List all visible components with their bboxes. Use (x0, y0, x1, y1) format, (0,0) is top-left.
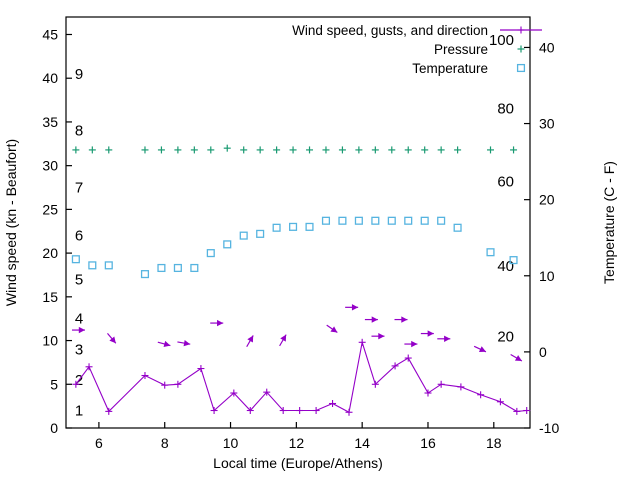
wind-direction-arrowhead (351, 304, 359, 311)
temperature-point (223, 240, 232, 249)
temperature-point (305, 222, 314, 231)
temperature-point (338, 216, 347, 225)
y-tick-label: 40 (42, 70, 58, 86)
wind-direction-arrowhead (371, 316, 378, 323)
temperature-point (71, 255, 80, 264)
fahrenheit-label: 80 (497, 100, 514, 117)
temperature-point (256, 229, 265, 238)
y2-tick-label: 0 (539, 344, 547, 360)
y2-tick-label: -10 (539, 420, 559, 436)
beaufort-label: 1 (75, 403, 83, 420)
beaufort-label: 7 (75, 180, 83, 197)
y2-tick-label: 20 (539, 192, 555, 208)
y2-axis-title: Temperature (C - F) (601, 161, 617, 284)
temperature-point (272, 223, 281, 232)
fahrenheit-label: 100 (489, 32, 514, 49)
wind-direction-arrowhead (109, 336, 116, 344)
temperature-point (486, 248, 495, 257)
y2-tick-label: 40 (539, 39, 555, 55)
plot-frame (65, 16, 531, 429)
wind-direction-arrowhead (247, 335, 254, 343)
fahrenheit-label: 60 (497, 173, 514, 190)
temperature-point (387, 216, 396, 225)
beaufort-label: 3 (75, 341, 83, 358)
y-tick-label: 45 (42, 26, 58, 42)
x-tick-label: 16 (420, 435, 436, 451)
x-tick-label: 18 (486, 435, 502, 451)
fahrenheit-label: 40 (497, 258, 514, 275)
temperature-point (157, 263, 166, 273)
wind-direction-arrowhead (378, 332, 385, 340)
wind-direction-arrowhead (427, 330, 434, 337)
temperature-point (321, 216, 331, 225)
temperature-point (371, 216, 380, 225)
wind-direction-arrowhead (514, 355, 522, 361)
temperature-point (140, 270, 150, 279)
wind-speed-line (75, 342, 527, 414)
y-tick-label: 15 (42, 289, 58, 305)
wind-direction-arrowhead (78, 326, 86, 334)
wind-direction-arrowhead (478, 346, 486, 353)
temperature-point (453, 223, 462, 232)
y-tick-label: 35 (42, 114, 58, 130)
fahrenheit-label: 20 (497, 329, 514, 346)
beaufort-label: 5 (75, 271, 83, 288)
temperature-point (190, 263, 199, 273)
wind-direction-arrowhead (280, 334, 287, 342)
x-tick-label: 12 (289, 435, 305, 451)
wind-direction-arrowhead (444, 335, 451, 343)
y-tick-label: 0 (50, 420, 58, 436)
legend-label: Pressure (434, 42, 488, 57)
y-tick-label: 10 (42, 333, 58, 349)
x-tick-label: 14 (354, 435, 370, 451)
y-tick-label: 20 (42, 245, 58, 261)
beaufort-label: 8 (75, 123, 83, 140)
legend-label: Temperature (412, 61, 488, 76)
temperature-point (437, 216, 446, 225)
beaufort-label: 9 (75, 66, 83, 83)
y-tick-label: 30 (42, 158, 58, 174)
temperature-point (239, 231, 248, 240)
wind-direction-arrowhead (330, 326, 338, 333)
x-tick-label: 6 (95, 435, 103, 451)
temperature-point (104, 261, 113, 270)
x-tick-label: 8 (161, 435, 169, 451)
temperature-point (289, 222, 298, 231)
y-tick-label: 5 (50, 376, 58, 392)
temperature-point (420, 216, 429, 225)
y-tick-label: 25 (42, 201, 58, 217)
wind-direction-arrowhead (183, 339, 191, 347)
wind-direction-arrowhead (163, 340, 171, 348)
temperature-point (354, 216, 363, 225)
beaufort-label: 6 (75, 228, 83, 245)
x-axis-title: Local time (Europe/Athens) (213, 455, 383, 471)
legend-sample-temperature (516, 63, 526, 73)
y2-tick-label: 10 (539, 268, 555, 284)
temperature-point (206, 249, 215, 258)
wind-direction-arrowhead (401, 316, 408, 323)
temperature-point (88, 261, 97, 270)
wind-direction-arrowhead (411, 340, 418, 348)
temperature-point (509, 256, 518, 265)
wind-direction-arrowhead (217, 319, 224, 327)
y2-tick-label: 30 (539, 116, 555, 132)
legend-label: Wind speed, gusts, and direction (292, 23, 488, 38)
x-tick-label: 10 (223, 435, 239, 451)
temperature-point (173, 263, 182, 273)
temperature-point (404, 216, 413, 225)
beaufort-label: 4 (75, 311, 83, 328)
y-axis-title: Wind speed (kn - Beaufort) (3, 139, 19, 306)
